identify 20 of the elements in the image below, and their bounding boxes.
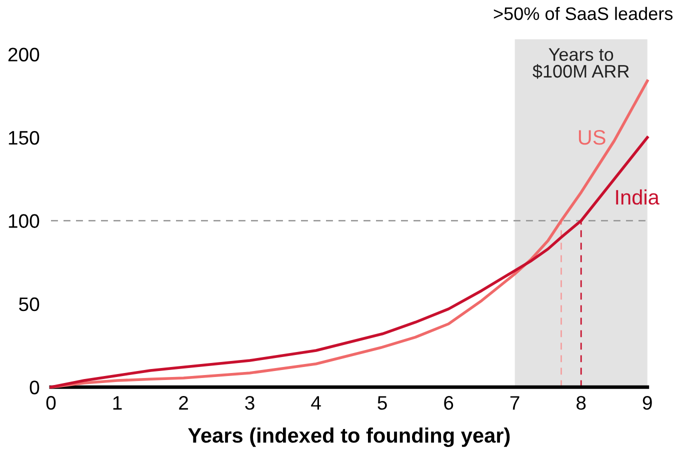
x-tick-label: 8 (576, 396, 586, 410)
x-tick-label: 4 (311, 396, 321, 410)
y-tick-label: 100 (8, 214, 40, 228)
x-tick-label: 9 (642, 396, 652, 410)
x-axis-title: Years (indexed to founding year) (188, 427, 510, 448)
series-label: US (578, 130, 606, 145)
x-tick-label: 3 (245, 396, 254, 410)
y-tick-label: 150 (8, 130, 40, 145)
y-tick-label: 200 (8, 48, 40, 62)
y-tick-label: 0 (30, 380, 40, 394)
text: >50% of SaaS leaders (494, 6, 673, 20)
x-tick-label: 5 (378, 396, 387, 410)
y-tick-label: 50 (19, 297, 40, 312)
series-label: India (616, 189, 660, 205)
x-tick-label: 6 (444, 396, 454, 410)
x-tick-label: 2 (179, 396, 188, 410)
x-tick-label: 1 (113, 396, 122, 410)
band-label: Years to $100M ARR (532, 48, 629, 79)
x-tick-label: 7 (510, 396, 520, 410)
x-tick-label: 0 (46, 396, 56, 410)
